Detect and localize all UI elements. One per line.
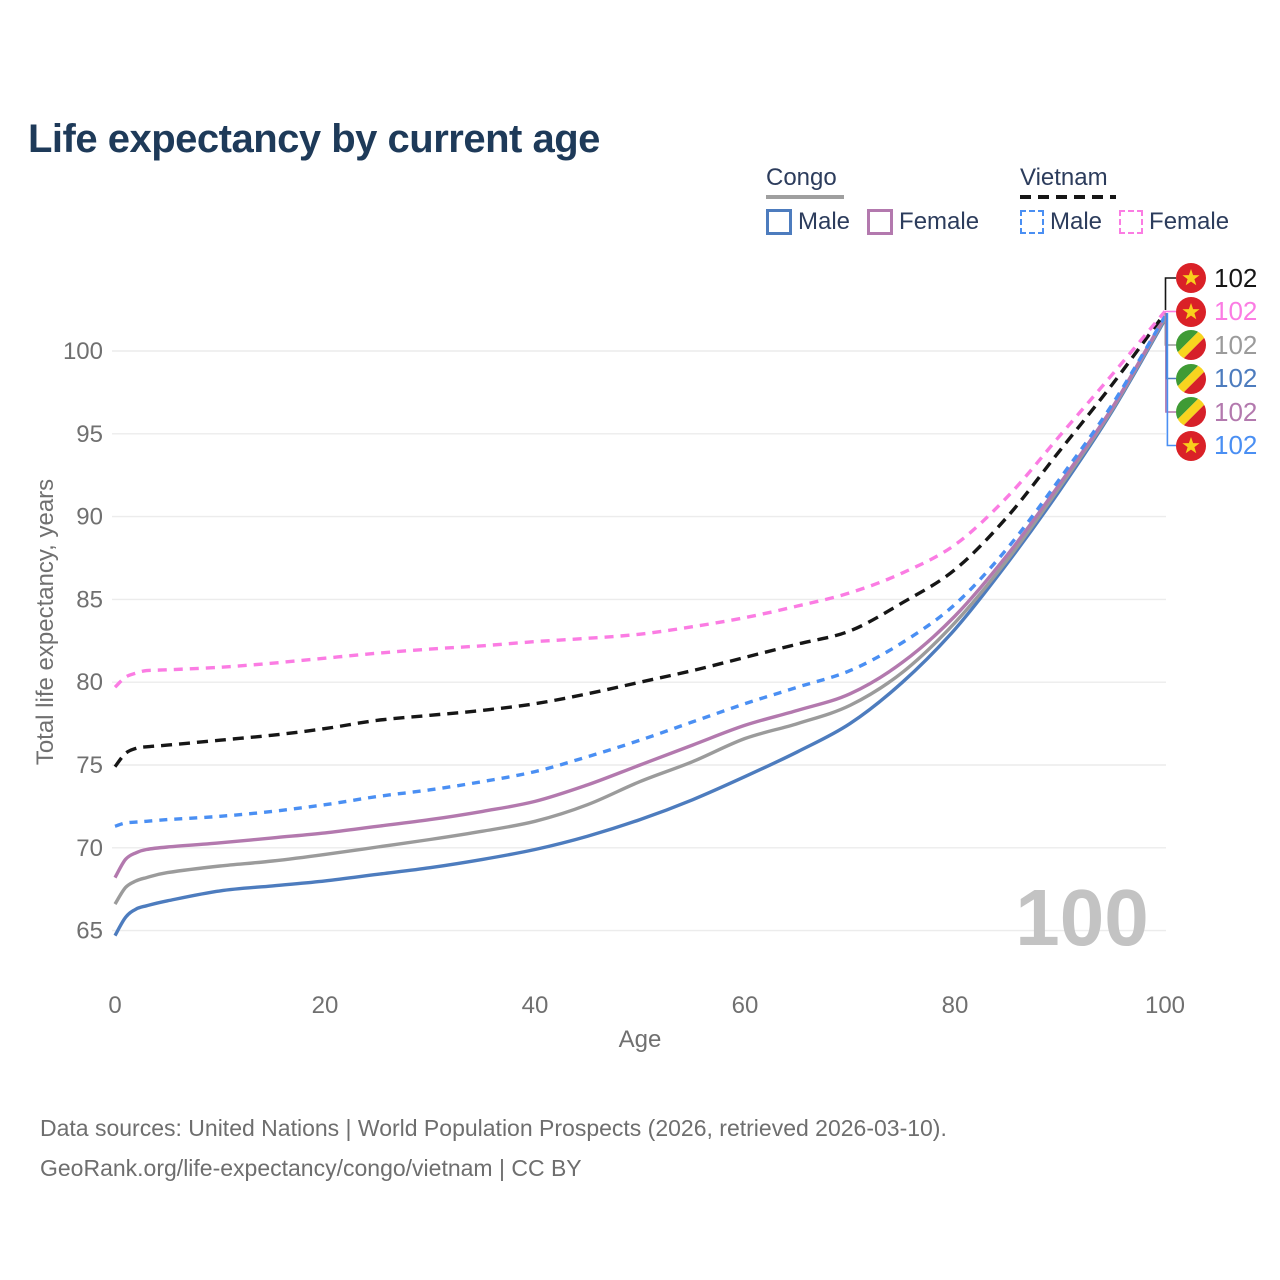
x-tick-label: 100 xyxy=(1145,992,1185,1019)
legend-item-label: Female xyxy=(899,208,980,235)
end-label-value: 102 xyxy=(1214,262,1258,293)
legend-group-title-vietnam: Vietnam xyxy=(1020,164,1108,191)
legend-item-congo-male[interactable]: Male xyxy=(766,208,850,236)
legend-item-label: Male xyxy=(798,208,851,235)
legend-item-congo-female[interactable]: Female xyxy=(867,208,979,236)
end-label-congo-male: 102 xyxy=(1176,363,1258,394)
vietnam-flag-icon xyxy=(1176,263,1206,293)
end-label-value: 102 xyxy=(1214,363,1258,393)
series-line-congo-male[interactable] xyxy=(113,318,1167,937)
attribution-note: GeoRank.org/life-expectancy/congo/vietna… xyxy=(40,1155,582,1181)
vietnam-flag-icon xyxy=(1176,296,1206,327)
label-connector-vietnam xyxy=(1164,277,1176,310)
x-tick-label: 80 xyxy=(942,992,969,1019)
end-label-vietnam: 102 xyxy=(1176,263,1257,293)
vietnam-female-swatch-icon xyxy=(1119,210,1144,234)
end-label-congo: 102 xyxy=(1176,330,1257,360)
data-sources-note: Data sources: United Nations | World Pop… xyxy=(40,1115,947,1141)
end-label-vietnam-female: 102 xyxy=(1176,296,1258,327)
x-tick-label: 0 xyxy=(108,992,121,1019)
congo-flag-icon xyxy=(1176,330,1206,360)
x-tick-label: 20 xyxy=(312,992,339,1019)
end-label-congo-female: 102 xyxy=(1176,397,1257,427)
legend-group-vietnam: Vietnam Male Female xyxy=(1020,164,1229,236)
x-tick-label: 60 xyxy=(732,992,759,1019)
legend-item-label: Female xyxy=(1149,208,1230,235)
y-tick-label: 75 xyxy=(76,752,103,779)
y-tick-label: 65 xyxy=(76,918,103,945)
y-tick-label: 80 xyxy=(76,669,103,696)
end-label-value: 102 xyxy=(1214,430,1258,460)
end-label-value: 102 xyxy=(1214,329,1258,360)
legend-items-vietnam: Male Female xyxy=(1020,208,1229,236)
series-line-vietnam-female[interactable] xyxy=(113,310,1167,689)
footer: Data sources: United Nations | World Pop… xyxy=(40,1108,947,1188)
y-tick-label: 70 xyxy=(76,835,103,862)
legend-group-title-congo: Congo xyxy=(766,164,837,191)
vietnam-male-swatch-icon xyxy=(1020,210,1044,234)
y-tick-label: 95 xyxy=(76,421,103,448)
y-tick-label: 100 xyxy=(63,338,103,365)
series-line-vietnam-male[interactable] xyxy=(114,315,1167,828)
y-axis-title: Total life expectancy, years xyxy=(32,478,59,766)
congo-flag-icon xyxy=(1176,363,1206,394)
series-line-congo[interactable] xyxy=(113,317,1167,906)
series-line-vietnam[interactable] xyxy=(113,311,1167,768)
vietnam-flag-icon xyxy=(1176,430,1206,461)
label-connector-vietnam-male xyxy=(1166,313,1176,447)
congo-solid-line-swatch xyxy=(766,195,844,199)
x-axis-title: Age xyxy=(618,1026,662,1053)
legend-item-vietnam-female[interactable]: Female xyxy=(1119,208,1229,236)
congo-male-swatch-icon xyxy=(766,209,792,235)
legend-group-congo: Congo Male Female xyxy=(766,164,979,236)
x-tick-label: 40 xyxy=(522,992,549,1019)
legend-item-vietnam-male[interactable]: Male xyxy=(1020,208,1102,236)
end-label-vietnam-male: 102 xyxy=(1176,430,1258,461)
end-label-value: 102 xyxy=(1214,396,1258,427)
end-label-value: 102 xyxy=(1214,296,1258,326)
congo-female-swatch-icon xyxy=(867,209,894,235)
legend-items-congo: Male Female xyxy=(766,208,979,236)
congo-flag-icon xyxy=(1176,397,1206,427)
y-tick-label: 90 xyxy=(76,504,103,531)
watermark-100: 100 xyxy=(1015,873,1148,962)
legend-item-label: Male xyxy=(1050,208,1103,235)
vietnam-dashed-line-swatch xyxy=(1020,195,1116,199)
page-title: Life expectancy by current age xyxy=(28,116,600,161)
series-line-congo-female[interactable] xyxy=(113,315,1167,879)
y-tick-label: 85 xyxy=(76,586,103,613)
